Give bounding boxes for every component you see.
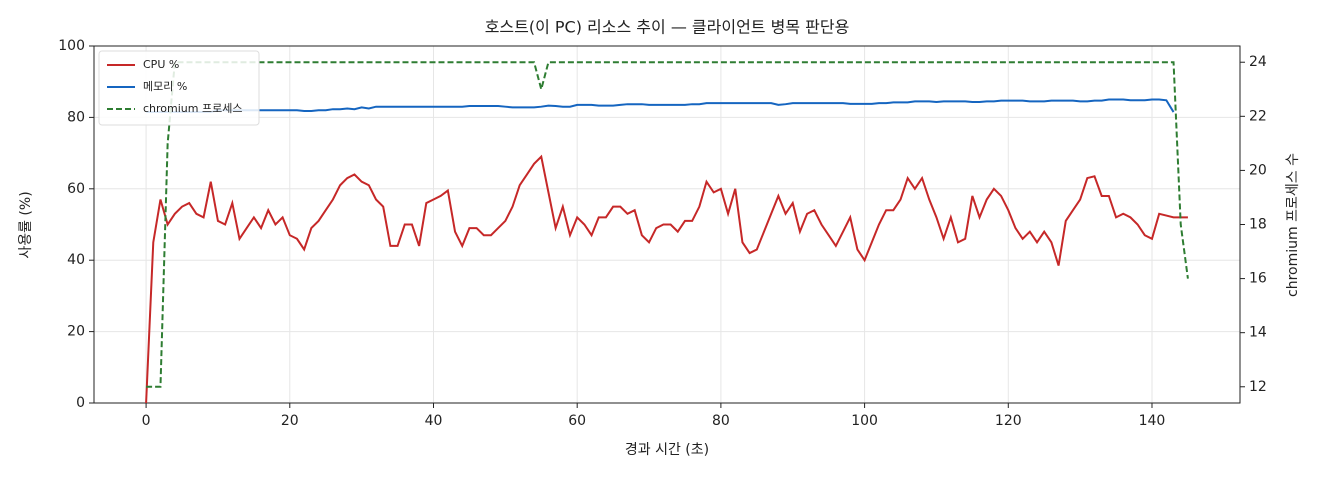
y-tick-label: 60 (67, 181, 85, 197)
x-axis-label: 경과 시간 (초) (625, 442, 709, 458)
legend-label: chromium 프로세스 (143, 102, 242, 115)
x-tick-label: 100 (851, 413, 878, 429)
y2-tick-label: 12 (1249, 379, 1267, 395)
y2-tick-label: 16 (1249, 271, 1267, 287)
y2-tick-label: 22 (1249, 108, 1267, 124)
y-axis-label: 사용률 (%) (18, 191, 34, 258)
y2-tick-label: 14 (1249, 325, 1267, 341)
y2-axis-label: chromium 프로세스 수 (1285, 153, 1301, 297)
series-line (146, 61, 1189, 388)
legend-label: 메모리 % (143, 80, 187, 93)
plot-frame (93, 45, 1241, 404)
y-tick-label: 80 (67, 109, 85, 125)
y2-tick-label: 24 (1249, 54, 1267, 70)
y-tick-label: 100 (58, 38, 85, 54)
x-tick-label: 120 (995, 413, 1022, 429)
y2-tick-label: 18 (1249, 217, 1267, 233)
series-line (146, 98, 1175, 114)
x-tick-label: 140 (1139, 413, 1166, 429)
y-tick-label: 40 (67, 252, 85, 268)
chart-title: 호스트(이 PC) 리소스 추이 — 클라이언트 병목 판단용 (485, 18, 850, 37)
y-tick-label: 20 (67, 324, 85, 340)
y-tick-label: 0 (76, 395, 85, 411)
x-tick-label: 80 (712, 413, 730, 429)
x-tick-label: 60 (568, 413, 586, 429)
legend-box (98, 50, 260, 126)
legend-label: CPU % (143, 58, 179, 71)
y2-tick-label: 20 (1249, 162, 1267, 178)
x-tick-label: 0 (142, 413, 151, 429)
x-tick-label: 20 (281, 413, 299, 429)
series-line (145, 154, 1188, 404)
x-tick-label: 40 (425, 413, 443, 429)
